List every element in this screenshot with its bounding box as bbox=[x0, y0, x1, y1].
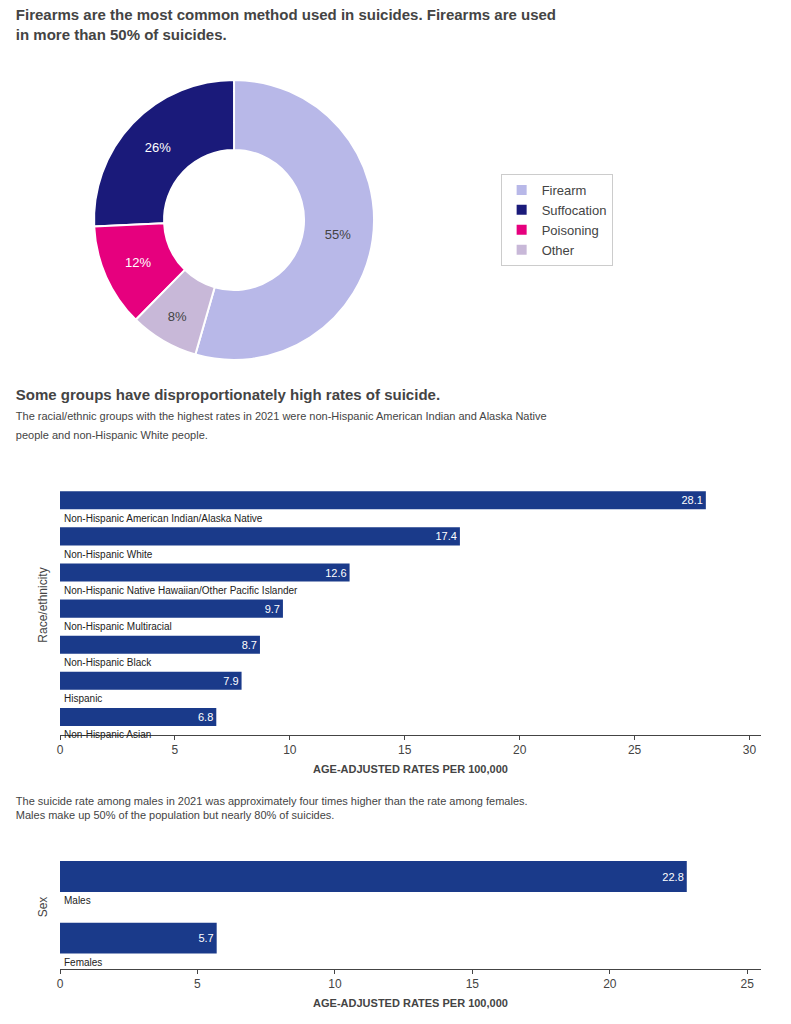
svg-text:Race/ethnicity: Race/ethnicity bbox=[36, 567, 50, 642]
svg-text:5.7: 5.7 bbox=[198, 932, 213, 944]
svg-text:25: 25 bbox=[741, 977, 755, 991]
svg-text:12%: 12% bbox=[125, 255, 151, 270]
svg-text:Some groups have disproportion: Some groups have disproportionately high… bbox=[16, 386, 547, 441]
svg-text:Hispanic: Hispanic bbox=[64, 693, 102, 704]
svg-text:Other: Other bbox=[542, 243, 575, 258]
svg-text:Non-Hispanic Multiracial: Non-Hispanic Multiracial bbox=[64, 621, 172, 632]
svg-text:12.6: 12.6 bbox=[325, 567, 346, 579]
svg-text:10: 10 bbox=[283, 743, 297, 757]
svg-text:Females: Females bbox=[64, 957, 102, 968]
svg-text:Non-Hispanic Native Hawaiian/O: Non-Hispanic Native Hawaiian/Other Pacif… bbox=[64, 585, 298, 596]
svg-text:Non-Hispanic American Indian/A: Non-Hispanic American Indian/Alaska Nati… bbox=[64, 513, 263, 524]
svg-text:0: 0 bbox=[57, 743, 64, 757]
svg-text:0: 0 bbox=[57, 977, 64, 991]
svg-text:20: 20 bbox=[603, 977, 617, 991]
svg-text:7.9: 7.9 bbox=[223, 675, 238, 687]
svg-text:17.4: 17.4 bbox=[435, 530, 456, 542]
svg-text:Firearms are the most common m: Firearms are the most common method used… bbox=[16, 6, 556, 43]
svg-text:Males: Males bbox=[64, 895, 91, 906]
svg-text:The suicide rate among males i: The suicide rate among males in 2021 was… bbox=[16, 795, 528, 821]
svg-text:22.8: 22.8 bbox=[662, 871, 683, 883]
svg-text:Suffocation: Suffocation bbox=[542, 203, 607, 218]
svg-text:15: 15 bbox=[466, 977, 480, 991]
svg-text:15: 15 bbox=[398, 743, 412, 757]
svg-text:26%: 26% bbox=[145, 140, 171, 155]
svg-text:Poisoning: Poisoning bbox=[542, 223, 599, 238]
svg-text:5: 5 bbox=[194, 977, 201, 991]
svg-text:20: 20 bbox=[513, 743, 527, 757]
svg-text:28.1: 28.1 bbox=[681, 494, 702, 506]
svg-text:30: 30 bbox=[743, 743, 757, 757]
svg-text:10: 10 bbox=[328, 977, 342, 991]
svg-text:8.7: 8.7 bbox=[242, 639, 257, 651]
svg-text:9.7: 9.7 bbox=[265, 603, 280, 615]
svg-text:5: 5 bbox=[172, 743, 179, 757]
svg-text:Non-Hispanic White: Non-Hispanic White bbox=[64, 549, 153, 560]
svg-text:25: 25 bbox=[628, 743, 642, 757]
svg-text:AGE-ADJUSTED RATES PER 100,000: AGE-ADJUSTED RATES PER 100,000 bbox=[313, 763, 508, 775]
svg-text:Firearm: Firearm bbox=[542, 183, 587, 198]
svg-text:Sex: Sex bbox=[36, 897, 50, 918]
svg-text:Non-Hispanic Asian: Non-Hispanic Asian bbox=[64, 729, 151, 740]
svg-text:8%: 8% bbox=[168, 309, 187, 324]
svg-text:55%: 55% bbox=[325, 227, 351, 242]
svg-text:AGE-ADJUSTED RATES PER 100,000: AGE-ADJUSTED RATES PER 100,000 bbox=[313, 997, 508, 1009]
svg-text:Non-Hispanic Black: Non-Hispanic Black bbox=[64, 657, 152, 668]
svg-text:6.8: 6.8 bbox=[198, 711, 213, 723]
